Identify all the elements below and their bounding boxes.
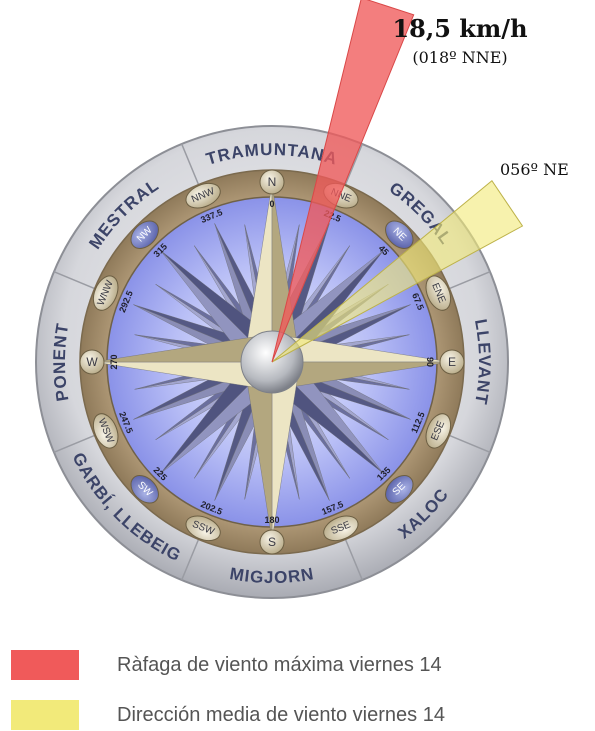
point-badge-se: SE [385,475,414,504]
point-badge-nnw: NNW [185,182,221,209]
point-badge-wnw: WNW [92,275,119,311]
degree-label: 180 [264,515,279,525]
point-badge-wsw: WSW [92,413,119,449]
point-label: N [268,175,277,189]
point-badge-e: E [439,349,465,375]
legend-label-gust: Ràfaga de viento máxima viernes 14 [117,653,442,676]
point-label: W [86,355,98,369]
ring-divider [180,143,200,185]
ring-divider [344,539,364,581]
legend-swatch-gust [11,650,79,680]
point-badge-nw: NW [130,220,159,249]
degree-label: 45 [377,243,391,257]
wind-name-ponent: PONENT [50,321,73,402]
ring-divider [449,434,491,454]
point-badge-ne: NE [385,220,414,249]
legend-swatch-mean [11,700,79,730]
compass-ring-dividers [53,143,491,581]
compass-rose: TRAMUNTANAGREGALLLEVANTXALOCMIGJORNGARBÍ… [35,0,524,599]
compass-star [93,183,451,541]
point-badge-w: W [79,349,105,375]
legend-item-gust: Ràfaga de viento máxima viernes 14 [11,649,442,681]
legend-item-mean: Dirección media de viento viernes 14 [11,699,445,731]
ring-divider [449,270,491,290]
mean-direction-label: 056º NE [500,160,569,179]
gust-speed-label: 18,5 km/h [392,14,528,43]
ring-divider [180,539,200,581]
wind-name-llevant: LLEVANT [471,318,494,407]
point-badge-s: S [259,529,285,555]
point-badge-sse: SSE [323,515,359,542]
legend-label-mean: Dirección media de viento viernes 14 [117,703,445,726]
point-label: S [268,535,276,549]
ring-divider [53,270,95,290]
degree-label: 0 [269,199,274,209]
mean-direction-wedge [271,179,524,363]
point-badge-ssw: SSW [185,515,221,542]
point-badge-ene: ENE [425,275,452,311]
gust-direction-wedge [271,0,415,363]
point-badge-ese: ESE [425,413,452,449]
point-badge-n: N [259,169,285,195]
point-label: E [448,355,456,369]
degree-label: 270 [109,354,119,369]
wind-name-migjorn: MIGJORN [228,564,315,587]
gust-direction-label: (018º NNE) [412,48,508,67]
degree-label: 90 [425,357,435,367]
ring-divider [344,143,364,185]
ring-divider [53,434,95,454]
point-badge-sw: SW [130,475,159,504]
